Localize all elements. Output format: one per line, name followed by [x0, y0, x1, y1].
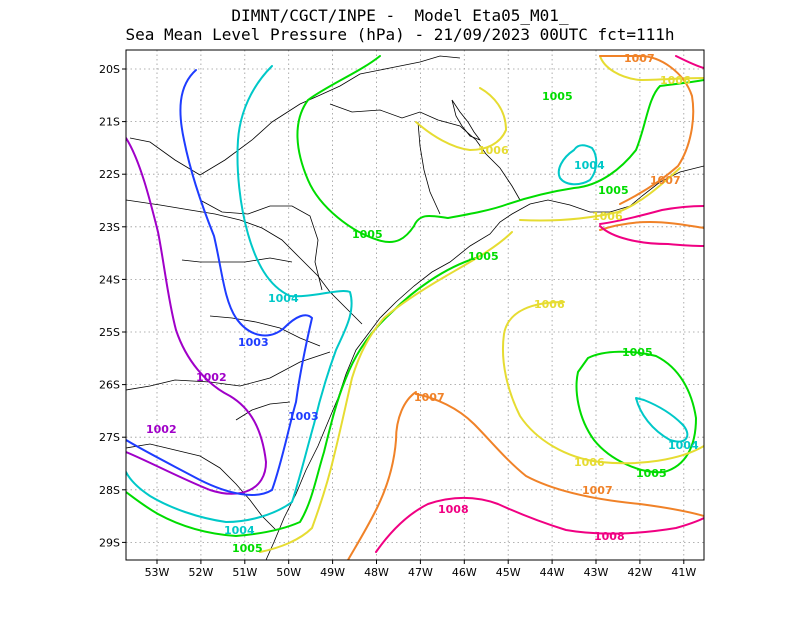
- x-tick-label: 46W: [452, 566, 477, 579]
- y-axis-ticks: 20S 21S 22S 23S 24S 25S 26S 27S 28S 29S: [99, 63, 126, 549]
- contour-label: 1005: [636, 467, 667, 480]
- title-line-2: Sea Mean Level Pressure (hPa) - 21/09/20…: [125, 25, 675, 44]
- state-border: [126, 351, 331, 391]
- contour-label: 1005: [352, 228, 383, 241]
- contour-label: 1005: [598, 184, 629, 197]
- coastline: [265, 165, 704, 560]
- isobar-1006-north: [415, 87, 507, 151]
- isobar-1007-south: [347, 391, 417, 560]
- isobar-1004: [126, 65, 353, 523]
- contour-label: 1006: [534, 298, 565, 311]
- chart-title: DIMNT/CGCT/INPE - Model Eta05_M01_ Sea M…: [0, 6, 800, 44]
- y-tick-label: 27S: [99, 431, 120, 444]
- x-tick-label: 47W: [408, 566, 433, 579]
- x-tick-label: 52W: [188, 566, 213, 579]
- contour-label: 1005: [622, 346, 653, 359]
- isobar-1006-coast: [259, 231, 513, 553]
- contour-label: 1002: [196, 371, 227, 384]
- contour-label: 1004: [268, 292, 299, 305]
- state-border: [417, 121, 441, 215]
- state-border: [129, 55, 461, 176]
- state-border: [329, 103, 521, 201]
- contour-label: 1004: [668, 439, 699, 452]
- coastline-borders: [126, 55, 704, 560]
- plot-frame: [125, 49, 705, 561]
- y-tick-label: 26S: [99, 379, 120, 392]
- isobar-1008-east2: [599, 225, 704, 247]
- x-tick-label: 45W: [496, 566, 521, 579]
- y-tick-label: 20S: [99, 63, 120, 76]
- y-tick-label: 21S: [99, 116, 120, 129]
- contour-label: 1005: [542, 90, 573, 103]
- contour-label: 1007: [414, 391, 445, 404]
- x-tick-label: 51W: [232, 566, 257, 579]
- contour-labels: 1007 1006 1005 1006 1004 1005 1007 1006 …: [146, 52, 699, 555]
- isobar-1007-se: [415, 393, 704, 517]
- contour-label: 1008: [594, 530, 625, 543]
- x-tick-label: 41W: [671, 566, 696, 579]
- contour-label: 1004: [574, 159, 605, 172]
- plot-area: [126, 50, 704, 560]
- lake: [451, 99, 482, 141]
- state-border: [126, 199, 363, 325]
- y-tick-label: 22S: [99, 168, 120, 181]
- contour-label: 1003: [288, 410, 319, 423]
- contour-label: 1007: [582, 484, 613, 497]
- contour-label: 1006: [592, 210, 623, 223]
- isobar-1003: [126, 69, 313, 496]
- state-border: [199, 199, 323, 291]
- isobar-1007: [599, 55, 695, 205]
- isobar-1005-se: [575, 350, 697, 474]
- x-tick-label: 48W: [364, 566, 389, 579]
- contour-label: 1007: [650, 174, 681, 187]
- isobar-1006-east: [519, 167, 681, 222]
- y-tick-label: 28S: [99, 484, 120, 497]
- state-border: [235, 401, 291, 421]
- y-tick-label: 24S: [99, 273, 120, 286]
- state-border: [181, 257, 293, 263]
- y-tick-label: 23S: [99, 221, 120, 234]
- contour-label: 1006: [478, 144, 509, 157]
- x-tick-label: 42W: [627, 566, 652, 579]
- isobar-1005: [296, 55, 704, 244]
- x-tick-label: 44W: [540, 566, 565, 579]
- isobar-1002: [126, 137, 267, 495]
- isobar-1004-east: [557, 144, 598, 186]
- isobar-1008-south: [375, 497, 704, 553]
- contour-label: 1003: [238, 336, 269, 349]
- state-border: [126, 443, 277, 531]
- contours: [126, 55, 704, 560]
- contour-label: 1005: [232, 542, 263, 555]
- contour-label: 1006: [574, 456, 605, 469]
- isobar-1008: [675, 55, 704, 69]
- x-axis-ticks: 53W 52W 51W 50W 49W 48W 47W 46W 45W 44W 43W 42W 41W: [145, 560, 696, 579]
- y-tick-label: 29S: [99, 536, 120, 549]
- contour-label: 1005: [468, 250, 499, 263]
- x-tick-label: 50W: [276, 566, 301, 579]
- contour-label: 1008: [438, 503, 469, 516]
- x-tick-label: 43W: [584, 566, 609, 579]
- x-tick-label: 49W: [320, 566, 345, 579]
- contour-label: 1002: [146, 423, 177, 436]
- contour-label: 1006: [660, 74, 691, 87]
- contour-label: 1007: [624, 52, 655, 65]
- isobar-1008-east: [599, 205, 704, 225]
- isobar-1007-east: [599, 221, 704, 231]
- state-border: [209, 315, 321, 347]
- isobar-1004-se: [635, 397, 689, 443]
- contour-label: 1004: [224, 524, 255, 537]
- isobar-1006: [599, 55, 704, 81]
- isobar-1006-se: [501, 301, 704, 465]
- title-line-1: DIMNT/CGCT/INPE - Model Eta05_M01_: [231, 6, 569, 25]
- x-tick-label: 53W: [145, 566, 170, 579]
- y-tick-label: 25S: [99, 326, 120, 339]
